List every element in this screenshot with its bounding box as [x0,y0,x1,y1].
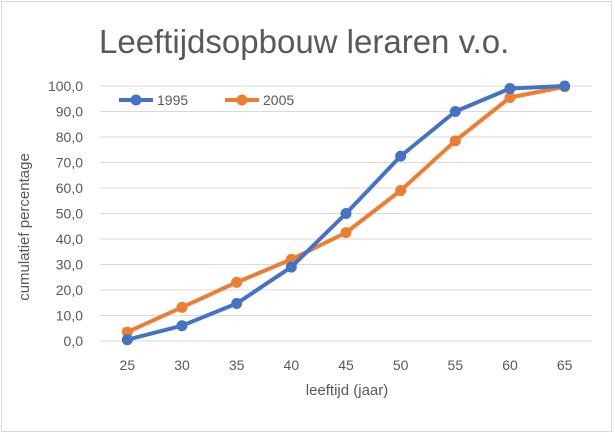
y-tick-label: 30,0 [56,257,83,273]
legend: 1995 2005 [119,92,294,108]
data-point [121,326,133,338]
x-tick-label: 35 [229,357,245,373]
data-point [395,185,407,197]
data-point [559,80,571,92]
x-tick-label: 40 [284,357,300,373]
legend-marker [130,94,142,106]
data-point [340,227,352,239]
series-layer [121,80,571,346]
series-1995 [121,80,571,346]
data-point [231,276,243,288]
chart-title: Leeftijdsopbouw leraren v.o. [99,23,509,60]
x-tick-label: 50 [393,357,409,373]
y-tick-label: 100,0 [48,78,83,94]
x-tick-label: 60 [502,357,518,373]
data-point [176,301,188,313]
y-tick-label: 60,0 [56,180,83,196]
series-2005 [121,81,571,338]
legend-item-2005: 2005 [225,92,294,108]
y-axis-title: cumulatief percentage [16,153,33,301]
x-axis-tick-labels: 25 30 35 40 45 50 55 60 65 [120,357,573,373]
legend-item-1995: 1995 [119,92,188,108]
data-point [231,298,243,310]
data-point [504,91,516,103]
data-point [121,334,133,346]
x-tick-label: 25 [120,357,136,373]
legend-label: 1995 [157,92,188,108]
y-tick-label: 70,0 [56,155,83,171]
data-point [504,83,516,95]
legend-label: 2005 [263,92,294,108]
x-tick-label: 55 [448,357,464,373]
x-tick-label: 30 [174,357,190,373]
y-tick-label: 0,0 [64,333,84,349]
y-tick-label: 10,0 [56,308,83,324]
legend-marker [236,94,248,106]
x-axis-title: leeftijd (jaar) [306,382,389,399]
y-tick-label: 80,0 [56,129,83,145]
y-tick-label: 40,0 [56,231,83,247]
data-point [340,208,352,219]
y-tick-label: 20,0 [56,282,83,298]
data-point [395,150,407,162]
data-point [176,320,188,332]
x-tick-label: 65 [557,357,573,373]
y-axis-tick-labels: 0,0 10,0 20,0 30,0 40,0 50,0 60,0 70,0 80,0 90,0 1… [48,78,83,349]
y-tick-label: 90,0 [56,104,83,120]
data-point [449,135,461,147]
y-tick-label: 50,0 [56,206,83,222]
data-point [285,261,297,273]
data-point [449,106,461,117]
x-tick-label: 45 [338,357,354,373]
